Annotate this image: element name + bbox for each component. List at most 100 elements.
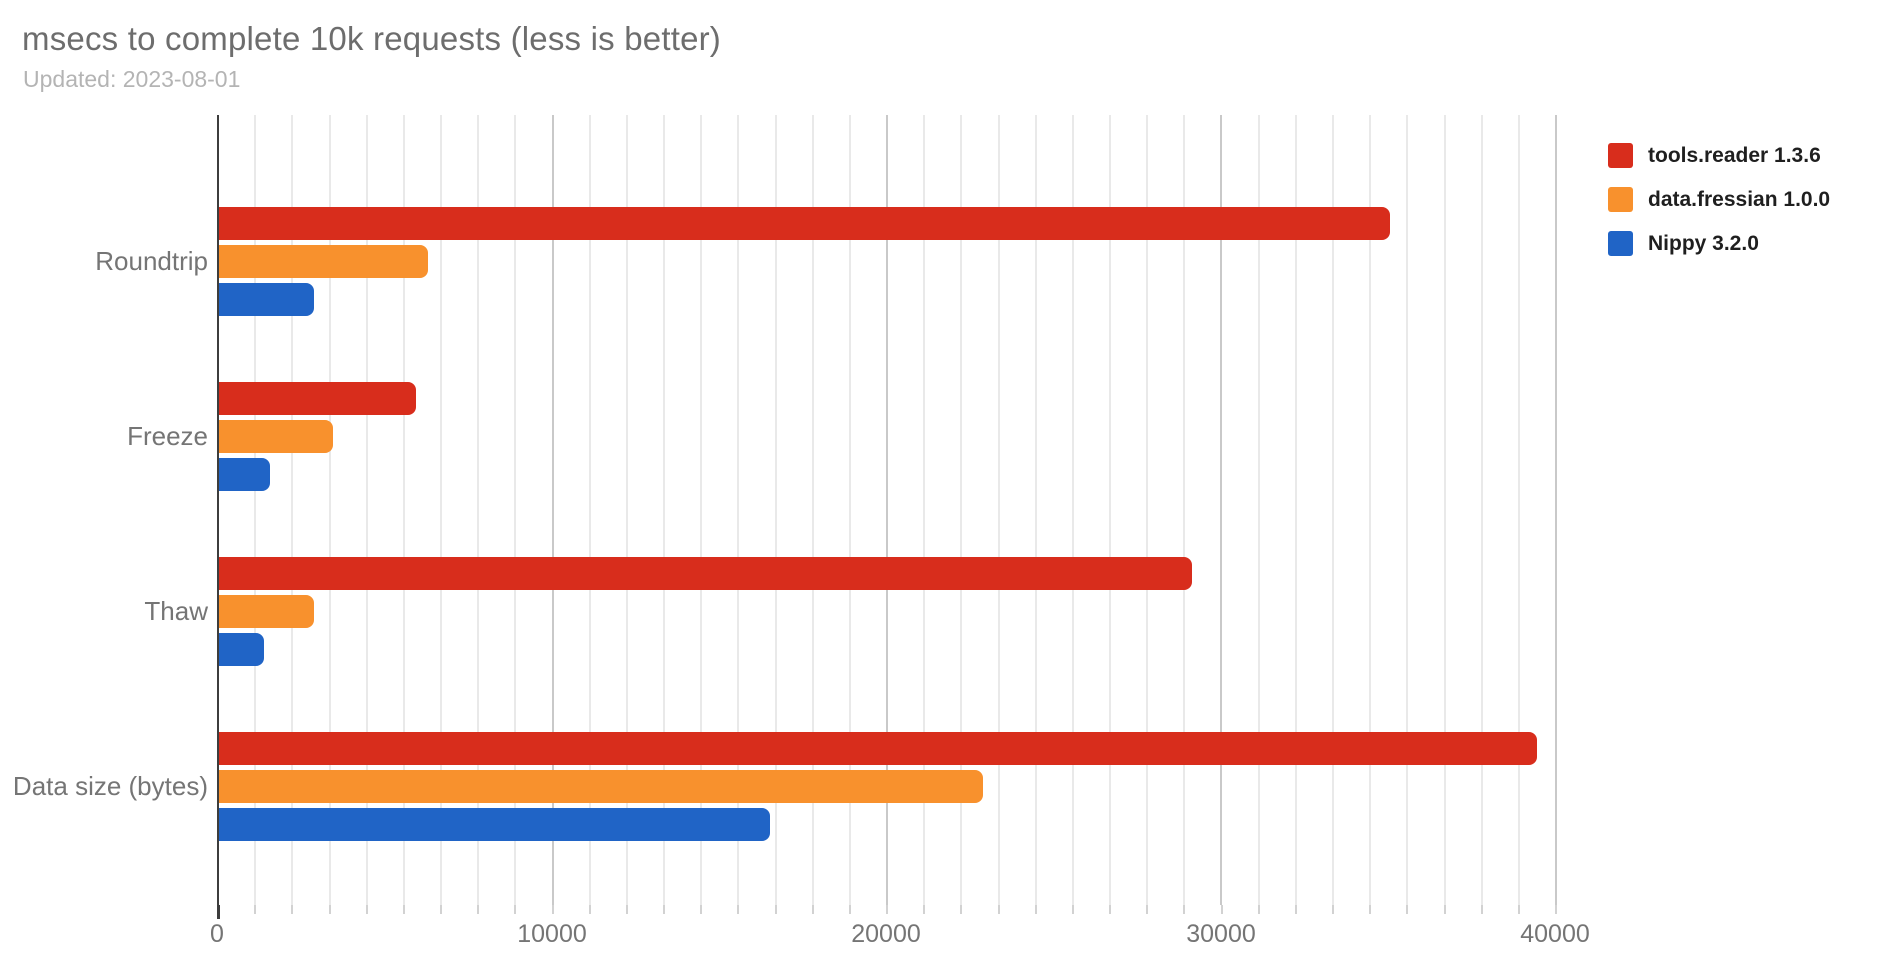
major-gridline	[1555, 115, 1557, 905]
axis-tick	[812, 905, 814, 914]
axis-tick-zero	[217, 905, 220, 919]
axis-tick	[254, 905, 256, 914]
legend-label: Nippy 3.2.0	[1648, 231, 1759, 255]
bar-tools-reader-roundtrip	[219, 207, 1390, 240]
minor-gridline	[403, 115, 405, 905]
axis-tick	[514, 905, 516, 914]
axis-tick	[626, 905, 628, 914]
category-label-data-size-bytes-: Data size (bytes)	[12, 771, 208, 801]
category-label-thaw: Thaw	[144, 596, 208, 626]
minor-gridline	[1481, 115, 1483, 905]
minor-gridline	[1406, 115, 1408, 905]
x-tick-label-0: 0	[210, 920, 224, 948]
axis-tick	[1481, 905, 1483, 914]
minor-gridline	[477, 115, 479, 905]
axis-tick	[1555, 905, 1557, 914]
axis-tick	[1444, 905, 1446, 914]
category-label-freeze: Freeze	[127, 421, 208, 451]
axis-tick	[1183, 905, 1185, 914]
bar-data-fressian-roundtrip	[219, 245, 428, 278]
x-tick-label-20000: 20000	[851, 920, 921, 948]
legend-label: data.fressian 1.0.0	[1648, 187, 1831, 211]
minor-gridline	[1444, 115, 1446, 905]
minor-gridline	[1109, 115, 1111, 905]
minor-gridline	[923, 115, 925, 905]
axis-tick	[700, 905, 702, 914]
legend-label: tools.reader 1.3.6	[1648, 143, 1821, 167]
axis-tick	[403, 905, 405, 914]
axis-tick	[960, 905, 962, 914]
axis-tick	[1258, 905, 1260, 914]
chart-title: msecs to complete 10k requests (less is …	[22, 20, 721, 57]
axis-tick	[998, 905, 1000, 914]
minor-gridline	[1518, 115, 1520, 905]
minor-gridline	[775, 115, 777, 905]
axis-tick	[1221, 905, 1223, 914]
minor-gridline	[1072, 115, 1074, 905]
bar-nippy-thaw	[219, 633, 264, 666]
axis-tick	[849, 905, 851, 914]
axis-tick	[923, 905, 925, 914]
legend-swatch	[1608, 143, 1633, 168]
axis-tick	[1072, 905, 1074, 914]
legend-item-nippy: Nippy 3.2.0	[1608, 231, 1830, 256]
minor-gridline	[366, 115, 368, 905]
minor-gridline	[737, 115, 739, 905]
axis-tick	[1406, 905, 1408, 914]
axis-tick	[291, 905, 293, 914]
bar-tools-reader-freeze	[219, 382, 416, 415]
minor-gridline	[960, 115, 962, 905]
axis-tick	[737, 905, 739, 914]
bar-nippy-roundtrip	[219, 283, 314, 316]
axis-tick	[366, 905, 368, 914]
plot-area	[217, 115, 1560, 905]
minor-gridline	[1369, 115, 1371, 905]
legend-swatch	[1608, 187, 1633, 212]
legend-item-tools-reader: tools.reader 1.3.6	[1608, 143, 1830, 168]
minor-gridline	[329, 115, 331, 905]
legend-swatch	[1608, 231, 1633, 256]
minor-gridline	[440, 115, 442, 905]
minor-gridline	[1295, 115, 1297, 905]
minor-gridline	[514, 115, 516, 905]
axis-tick	[1295, 905, 1297, 914]
bar-data-fressian-data-size-bytes-	[219, 770, 983, 803]
bar-tools-reader-data-size-bytes-	[219, 732, 1537, 765]
axis-tick	[589, 905, 591, 914]
minor-gridline	[812, 115, 814, 905]
minor-gridline	[1035, 115, 1037, 905]
axis-tick	[477, 905, 479, 914]
x-tick-label-10000: 10000	[517, 920, 587, 948]
axis-tick	[1109, 905, 1111, 914]
major-gridline	[1220, 115, 1222, 905]
axis-tick	[329, 905, 331, 914]
axis-tick	[663, 905, 665, 914]
minor-gridline	[626, 115, 628, 905]
minor-gridline	[663, 115, 665, 905]
minor-gridline	[589, 115, 591, 905]
x-tick-label-40000: 40000	[1520, 920, 1590, 948]
bar-nippy-freeze	[219, 458, 270, 491]
major-gridline	[886, 115, 888, 905]
major-gridline	[552, 115, 554, 905]
bar-tools-reader-thaw	[219, 557, 1192, 590]
axis-tick	[1369, 905, 1371, 914]
minor-gridline	[291, 115, 293, 905]
axis-tick	[886, 905, 888, 914]
axis-tick	[1332, 905, 1334, 914]
axis-tick	[775, 905, 777, 914]
legend-item-data-fressian: data.fressian 1.0.0	[1608, 187, 1830, 212]
minor-gridline	[700, 115, 702, 905]
axis-tick	[1146, 905, 1148, 914]
minor-gridline	[998, 115, 1000, 905]
minor-gridline	[1183, 115, 1185, 905]
axis-tick	[440, 905, 442, 914]
axis-tick	[1518, 905, 1520, 914]
category-label-roundtrip: Roundtrip	[95, 246, 208, 276]
bar-nippy-data-size-bytes-	[219, 808, 770, 841]
minor-gridline	[849, 115, 851, 905]
axis-tick	[1035, 905, 1037, 914]
chart-subtitle: Updated: 2023-08-01	[23, 66, 241, 92]
bar-data-fressian-thaw	[219, 595, 314, 628]
minor-gridline	[1258, 115, 1260, 905]
